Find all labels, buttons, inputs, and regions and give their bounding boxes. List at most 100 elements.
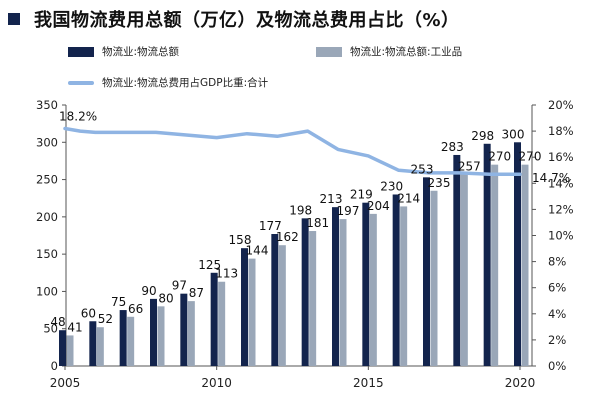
bar-industrial (521, 164, 529, 366)
data-label-industrial: 87 (189, 286, 204, 300)
data-label-total: 158 (229, 233, 252, 247)
bar-industrial (157, 306, 165, 366)
data-label-industrial: 270 (488, 150, 511, 164)
x-tick-label: 2010 (201, 376, 232, 390)
data-label-total: 283 (441, 140, 464, 154)
bar-industrial (187, 301, 195, 366)
bar-total (271, 234, 279, 366)
series-line-ratio (63, 126, 522, 176)
bar-industrial (218, 281, 226, 366)
bar-industrial (491, 164, 499, 366)
data-label-total: 198 (289, 203, 312, 217)
y-tick-label-left: 200 (36, 210, 58, 224)
data-label-industrial: 270 (519, 150, 542, 164)
bar-industrial (96, 327, 104, 366)
data-label-industrial: 197 (337, 204, 360, 218)
x-tick-label: 2015 (353, 376, 384, 390)
bar-total (514, 142, 521, 366)
legend-swatch-total (68, 46, 94, 57)
bar-total (362, 202, 370, 366)
legend-item-industrial: 物流业:物流总额:工业品 (316, 44, 462, 59)
title-row: 我国物流费用总额（万亿）及物流总费用占比（%） (8, 4, 460, 34)
y-tick-label-left: 250 (36, 173, 58, 187)
legend: 物流业:物流总额 物流业:物流总额:工业品 物流业:物流总费用占GDP比重:合计 (0, 0, 600, 100)
data-label-industrial: 181 (306, 216, 329, 230)
bar-total (210, 272, 218, 366)
data-label-total: 213 (320, 192, 343, 206)
bar-total (483, 143, 491, 366)
data-label-total: 48 (50, 315, 65, 329)
data-label-industrial: 144 (246, 244, 269, 258)
bar-total (180, 293, 188, 366)
bar-total (332, 207, 339, 366)
bar-total (150, 298, 157, 366)
y-tick-label-right: 10% (548, 229, 574, 243)
data-label-total: 60 (81, 306, 96, 320)
y-tick-label-right: 0% (548, 359, 566, 373)
data-label-total: 230 (380, 179, 403, 193)
bar-industrial (278, 245, 286, 366)
legend-label-ratio: 物流业:物流总费用占GDP比重:合计 (102, 77, 269, 89)
bar-industrial (460, 174, 468, 366)
data-label-industrial: 66 (128, 302, 143, 316)
bar-total (119, 310, 127, 366)
data-label-total: 300 (502, 127, 525, 141)
y-tick-label-right: 2% (548, 333, 566, 347)
data-label-total: 219 (350, 188, 373, 202)
bar-industrial (369, 213, 377, 366)
bar-total (89, 321, 97, 366)
data-label-total: 75 (111, 295, 126, 309)
legend-label-industrial: 物流业:物流总额:工业品 (350, 46, 463, 58)
y-tick-label-right: 16% (548, 150, 574, 164)
data-label-industrial: 80 (158, 291, 173, 305)
bar-total (392, 194, 400, 366)
annotation-end: 14.7% (532, 171, 570, 185)
y-tick-label-right: 20% (548, 98, 574, 112)
data-label-industrial: 162 (276, 230, 299, 244)
bar-industrial (248, 258, 256, 366)
bar-total (423, 177, 430, 366)
data-label-total: 177 (259, 219, 282, 233)
y-tick-label-right: 4% (548, 307, 566, 321)
y-tick-label-right: 18% (548, 124, 574, 138)
y-tick-label-right: 8% (548, 255, 566, 269)
y-tick-label-right: 12% (548, 202, 574, 216)
legend-item-total: 物流业:物流总额 (68, 44, 179, 59)
data-label-industrial: 235 (428, 176, 451, 190)
data-label-industrial: 52 (98, 312, 113, 326)
legend-label-total: 物流业:物流总额 (102, 46, 180, 58)
y-tick-label-left: 300 (36, 135, 58, 149)
y-tick-label-left: 0 (51, 359, 58, 373)
data-label-industrial: 214 (397, 191, 420, 205)
legend-swatch-ratio (68, 80, 94, 85)
legend-swatch-industrial (316, 46, 342, 57)
y-tick-label-left: 100 (36, 284, 58, 298)
data-label-total: 90 (141, 284, 156, 298)
data-label-industrial: 113 (215, 267, 238, 281)
bar-total (453, 154, 461, 366)
data-label-total: 298 (471, 129, 494, 143)
y-tick-label-right: 14% (548, 176, 574, 190)
x-tick-label: 2020 (505, 376, 536, 390)
bar-total (59, 330, 66, 366)
chart-title: 我国物流费用总额（万亿）及物流总费用占比（%） (34, 10, 460, 31)
bar-industrial (127, 316, 135, 366)
y-tick-label-right: 6% (548, 281, 566, 295)
y-tick-label-left: 350 (36, 98, 58, 112)
data-label-total: 253 (411, 162, 434, 176)
legend-item-ratio: 物流业:物流总费用占GDP比重:合计 (68, 75, 268, 90)
bar-industrial (309, 231, 317, 366)
x-tick-label: 2005 (50, 376, 81, 390)
y-tick-label-left: 50 (43, 322, 58, 336)
bar-industrial (430, 190, 438, 366)
bar-total (301, 218, 309, 366)
data-label-total: 97 (172, 279, 187, 293)
bar-industrial (339, 219, 347, 366)
title-marker (8, 13, 20, 25)
y-tick-label-left: 150 (36, 247, 58, 261)
data-label-industrial: 204 (367, 199, 390, 213)
data-label-industrial: 41 (67, 320, 82, 334)
bar-total (241, 248, 248, 366)
annotation-start: 18.2% (59, 109, 97, 123)
